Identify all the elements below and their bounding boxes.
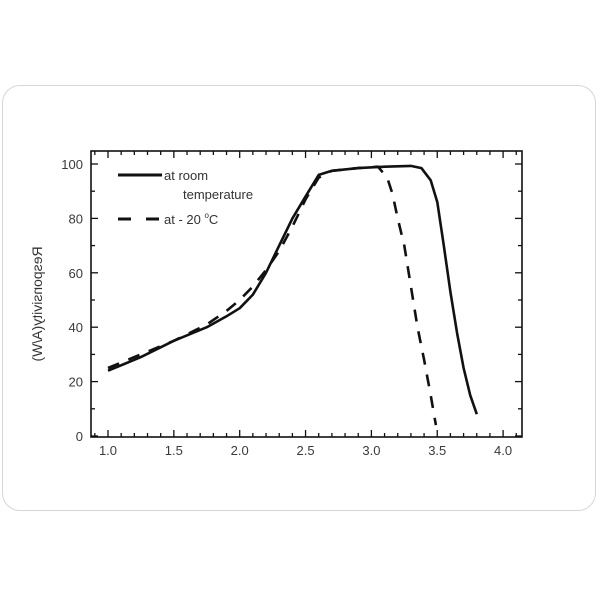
y-tick-label: 40 (69, 320, 83, 335)
y-tick-label: 60 (69, 266, 83, 281)
plot-axes: 1.0 1.5 2.0 2.5 3.0 3.5 4.0 0 20 40 60 80 100 (61, 150, 523, 458)
y-axis-label: Responsivity(A/W) (29, 246, 45, 362)
x-tick-label: 1.0 (99, 443, 117, 458)
legend-label-cold: at - 20 oC (164, 211, 218, 227)
legend: at room temperature at - 20 oC (118, 168, 253, 227)
series-line-minus20c (107, 165, 438, 426)
x-tick-label: 1.5 (165, 443, 183, 458)
y-tick-label: 20 (69, 375, 83, 390)
chart-card (2, 85, 596, 511)
legend-label-room-cont: temperature (183, 187, 253, 202)
x-tick-label: 2.0 (231, 443, 249, 458)
plot-series (107, 164, 479, 426)
legend-label-room: at room (164, 168, 208, 183)
y-tick-label: 100 (61, 157, 83, 172)
x-tick-label: 2.5 (297, 443, 315, 458)
series-line-room-temp (107, 164, 479, 415)
x-tick-label: 3.5 (428, 443, 446, 458)
x-tick-label: 3.0 (362, 443, 380, 458)
y-tick-label: 0 (76, 429, 83, 444)
plot-frame (90, 150, 523, 438)
x-tick-label: 4.0 (494, 443, 512, 458)
y-tick-label: 80 (69, 211, 83, 226)
